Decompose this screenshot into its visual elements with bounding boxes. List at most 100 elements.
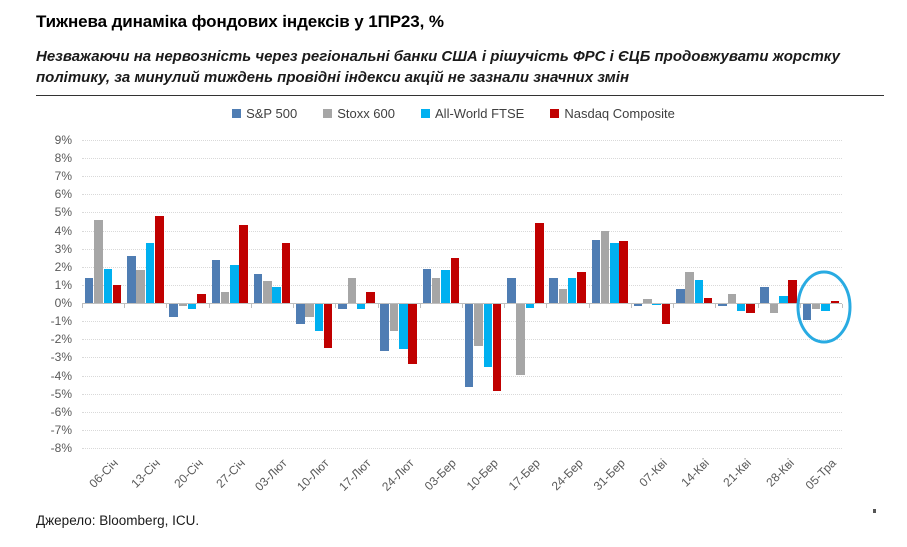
- gridline: [82, 284, 842, 286]
- bar: [450, 257, 460, 304]
- y-axis-tick-label: 6%: [54, 187, 72, 202]
- legend-item[interactable]: Nasdaq Composite: [550, 106, 675, 121]
- legend-label: S&P 500: [246, 106, 298, 121]
- bar: [591, 239, 601, 304]
- bar: [399, 304, 408, 350]
- gridline: [82, 230, 842, 232]
- bar: [127, 255, 136, 304]
- x-axis-category-label: 10-Лют: [294, 456, 333, 494]
- bar: [281, 243, 291, 304]
- bar: [821, 304, 830, 312]
- bar: [84, 277, 94, 304]
- legend-item[interactable]: S&P 500: [232, 106, 297, 121]
- legend-label: Nasdaq Composite: [564, 106, 675, 121]
- axis-tick: [715, 304, 717, 309]
- bar: [525, 304, 535, 308]
- bar: [323, 304, 333, 348]
- y-axis-tick-label: -8%: [50, 441, 72, 455]
- y-axis-tick-label: -3%: [50, 350, 72, 365]
- legend-swatch-icon: [421, 109, 431, 118]
- bar: [492, 304, 502, 391]
- x-axis-category-label: 21-Кві: [720, 456, 755, 490]
- bar: [239, 225, 248, 304]
- x-axis-category-label: 03-Лют: [252, 456, 290, 494]
- bar: [577, 272, 586, 304]
- axis-tick: [842, 304, 843, 309]
- gridline: [82, 375, 842, 377]
- bar: [661, 304, 671, 324]
- gridline: [82, 339, 842, 341]
- gridline: [82, 176, 842, 178]
- bar: [633, 304, 643, 306]
- bar: [220, 292, 230, 304]
- bar: [802, 304, 812, 321]
- legend-label: All-World FTSE: [435, 106, 525, 121]
- bar: [483, 304, 492, 368]
- y-axis-tick-label: 2%: [54, 259, 72, 274]
- y-axis-tick-label: -7%: [50, 422, 72, 437]
- axis-tick: [335, 304, 337, 309]
- legend-item[interactable]: Stoxx 600: [323, 106, 395, 121]
- x-axis-category-label: 03-Бер: [421, 456, 459, 494]
- bar: [169, 304, 178, 317]
- bar: [103, 268, 112, 304]
- x-axis-category-label: 24-Лют: [378, 456, 417, 494]
- axis-tick: [630, 304, 632, 309]
- chart-subtitle: Незважаючи на нервозність через регіонал…: [36, 48, 840, 87]
- bar: [441, 270, 450, 304]
- bar: [408, 304, 417, 364]
- bar: [694, 280, 704, 304]
- y-axis-tick-label: -2%: [50, 332, 72, 347]
- bar: [253, 274, 263, 304]
- y-axis-tick-label: -1%: [50, 314, 72, 329]
- x-axis-category-label: 31-Бер: [590, 456, 628, 494]
- legend-swatch-icon: [232, 109, 242, 118]
- x-axis-category-label: 28-Кві: [763, 456, 797, 490]
- legend-item[interactable]: All-World FTSE: [421, 106, 524, 121]
- bar: [558, 288, 568, 304]
- legend-swatch-icon: [323, 109, 333, 118]
- axis-tick: [799, 304, 801, 309]
- bar: [788, 279, 797, 304]
- gridline: [82, 321, 842, 323]
- source-note: Джерело: Bloomberg, ICU.: [36, 513, 200, 528]
- x-axis-category-label: 10-Бер: [463, 456, 502, 494]
- axis-tick: [462, 304, 463, 309]
- bar: [535, 223, 544, 304]
- y-axis-tick-label: 5%: [54, 205, 72, 220]
- x-axis-category-label: 24-Бер: [548, 456, 586, 494]
- bar: [272, 286, 281, 304]
- gridline: [82, 429, 842, 431]
- bar: [549, 277, 558, 304]
- bar: [718, 304, 727, 306]
- x-axis-category-label: 17-Лют: [336, 456, 375, 494]
- axis-tick: [504, 304, 506, 309]
- bar: [422, 268, 432, 304]
- gridline: [82, 393, 842, 395]
- y-axis-tick-label: 1%: [54, 277, 72, 292]
- bar: [676, 288, 685, 304]
- bar: [178, 304, 188, 306]
- bar: [685, 272, 694, 304]
- page-title: Тижнева динаміка фондових індексів у 1ПР…: [36, 12, 444, 31]
- axis-tick: [208, 304, 210, 309]
- bar: [112, 284, 122, 304]
- bar: [155, 216, 164, 304]
- axis-tick: [166, 304, 168, 309]
- axis-tick: [757, 304, 759, 309]
- bar: [567, 277, 577, 304]
- bar: [779, 295, 788, 304]
- bar: [389, 304, 399, 332]
- bar: [338, 304, 347, 310]
- y-axis-tick-label: 0%: [54, 296, 72, 311]
- legend: S&P 500 Stoxx 600 All-World FTSE Nasdaq Com…: [0, 106, 907, 121]
- axis-tick: [588, 304, 590, 309]
- bar: [811, 304, 821, 310]
- bar: [619, 241, 628, 304]
- x-axis-category-label: 14-Кві: [678, 456, 713, 490]
- bar: [600, 230, 610, 304]
- axis-tick: [673, 304, 675, 309]
- x-axis-category-label: 07-Кві: [636, 456, 670, 490]
- gridline: [82, 411, 842, 413]
